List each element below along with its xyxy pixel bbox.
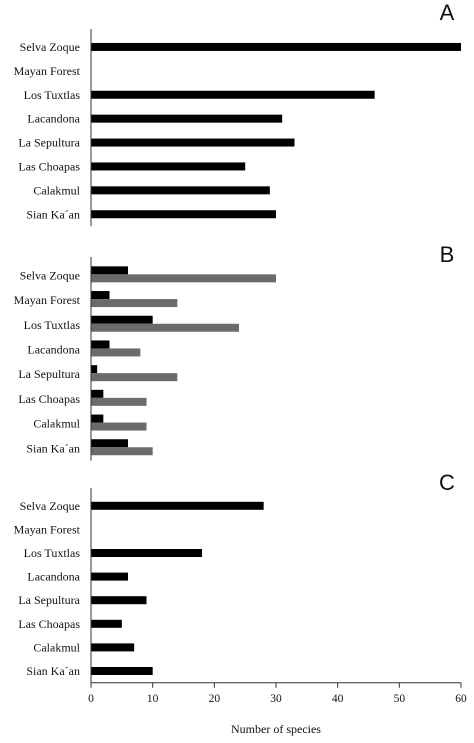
category-label: Calakmul	[33, 183, 80, 197]
bar	[91, 90, 375, 99]
category-label: Selva Zoque	[20, 499, 80, 513]
bar	[91, 315, 153, 324]
bar	[91, 596, 147, 605]
category-label: Sian Ka´an	[26, 441, 80, 455]
bar	[91, 299, 178, 308]
category-label: Mayan Forest	[14, 522, 81, 536]
category-label: Las Choapas	[18, 617, 80, 631]
category-label: La Sepultura	[18, 367, 80, 381]
panel-c: C Selva Zoque Mayan Forest Los Tuxtlas Lacan…	[14, 470, 467, 705]
category-label: La Sepultura	[18, 593, 80, 607]
x-tick-label: 30	[270, 693, 282, 705]
category-label: Mayan Forest	[14, 64, 81, 78]
bar	[91, 501, 264, 510]
bar	[91, 323, 239, 332]
bar	[91, 572, 128, 581]
bar	[91, 138, 295, 147]
bar	[91, 365, 98, 374]
bar	[91, 210, 276, 219]
category-label: Los Tuxtlas	[24, 318, 81, 332]
bar	[91, 42, 461, 51]
x-axis-title: Number of species	[231, 722, 321, 736]
category-label: Mayan Forest	[14, 293, 81, 307]
panel-a: A Selva Zoque Mayan Forest Los Tuxtlas Lacan…	[14, 0, 461, 227]
bar	[91, 389, 104, 398]
category-label: Selva Zoque	[20, 40, 80, 54]
category-label: Los Tuxtlas	[24, 88, 81, 102]
category-label: Calakmul	[33, 417, 80, 431]
x-tick-label: 0	[88, 693, 94, 705]
bar	[91, 373, 178, 382]
bar	[91, 667, 153, 675]
bar	[91, 397, 147, 406]
bar	[91, 348, 141, 357]
panel-label: A	[440, 0, 455, 25]
bar	[91, 291, 110, 300]
panel-label: B	[440, 242, 455, 267]
bar	[91, 186, 270, 195]
bar	[91, 414, 104, 423]
x-tick-label: 50	[394, 693, 406, 705]
category-label: Las Choapas	[18, 392, 80, 406]
bar	[91, 266, 128, 275]
bar	[91, 340, 110, 349]
bar	[91, 439, 128, 448]
bar	[91, 274, 276, 283]
category-label: Sian Ka´an	[26, 207, 80, 221]
bar	[91, 422, 147, 431]
bar	[91, 643, 135, 652]
category-label: Las Choapas	[18, 159, 80, 173]
panel-b: B Selva Zoque Mayan Forest Los Tuxtlas Lacan…	[14, 242, 455, 461]
category-label: Lacandona	[27, 342, 80, 356]
category-label: La Sepultura	[18, 136, 80, 150]
panel-label: C	[439, 470, 455, 495]
bar	[91, 162, 246, 171]
x-tick-label: 60	[455, 693, 467, 705]
bar	[91, 447, 153, 456]
bar	[91, 549, 202, 557]
category-label: Sian Ka´an	[26, 664, 80, 678]
bar	[91, 619, 122, 628]
x-tick-label: 20	[209, 693, 221, 705]
category-label: Selva Zoque	[20, 268, 80, 282]
category-label: Calakmul	[33, 640, 80, 654]
category-label: Lacandona	[27, 570, 80, 584]
category-label: Los Tuxtlas	[24, 546, 81, 560]
x-tick-label: 10	[147, 693, 159, 705]
x-tick-label: 40	[332, 693, 344, 705]
category-label: Lacandona	[27, 112, 80, 126]
bar	[91, 114, 283, 123]
